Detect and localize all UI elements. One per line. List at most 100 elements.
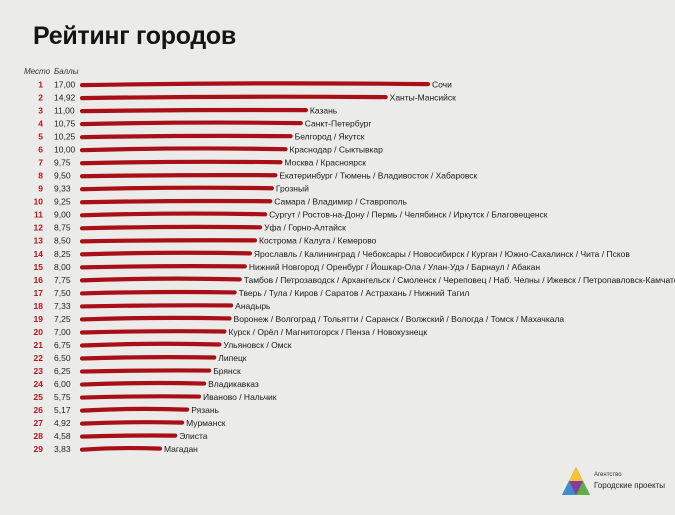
score-bar [79, 394, 202, 400]
cities-label: Тверь / Тула / Киров / Саратов / Астраха… [239, 288, 470, 298]
rank-label: 28 [34, 431, 44, 441]
score-bar [79, 185, 274, 192]
cities-label: Элиста [179, 431, 208, 441]
score-label: 6,75 [54, 340, 71, 350]
cities-label: Курск / Орёл / Магнитогорск / Пенза / Но… [228, 327, 427, 337]
rank-label: 2 [38, 93, 43, 103]
cities-label: Кострома / Калуга / Кемерово [259, 236, 377, 246]
page-title: Рейтинг городов [33, 22, 236, 50]
score-label: 6,50 [54, 353, 71, 363]
cities-label: Брянск [213, 366, 241, 376]
score-label: 8,75 [54, 223, 71, 233]
chart-row: 16 7,75 Тамбов / Петрозаводск / Архангельс… [34, 275, 675, 285]
cities-label: Нижний Новгород / Оренбург / Йошкар-Ола … [249, 261, 541, 272]
score-bar [79, 354, 217, 361]
cities-label: Иваново / Нальчик [203, 392, 277, 402]
chart-row: 24 6,00 Владикавказ [34, 379, 259, 389]
rank-header: Место [24, 67, 51, 76]
rank-label: 6 [38, 145, 43, 155]
chart-row: 1 17,00 Сочи [38, 80, 452, 90]
score-label: 7,25 [54, 314, 71, 324]
score-bar [79, 445, 163, 452]
score-bar [79, 341, 222, 348]
score-bar [79, 224, 263, 231]
score-bar [79, 94, 388, 101]
logo-line1: Агентство [594, 472, 622, 478]
rank-label: 12 [34, 223, 44, 233]
chart-row: 19 7,25 Воронеж / Волгоград / Тольятти / С… [34, 314, 565, 324]
rank-label: 1 [38, 80, 43, 90]
rank-label: 15 [34, 262, 44, 272]
cities-label: Ярославль / Калининград / Чебоксары / Но… [254, 249, 630, 259]
score-label: 9,00 [54, 210, 71, 220]
score-label: 8,00 [54, 262, 71, 272]
chart-row: 9 9,33 Грозный [38, 184, 309, 194]
chart-row: 23 6,25 Брянск [34, 366, 241, 376]
cities-label: Грозный [276, 184, 309, 194]
cities-label: Ханты-Мансийск [390, 93, 457, 103]
chart-row: 11 9,00 Сургут / Ростов-на-Дону / Пермь / … [34, 210, 548, 220]
score-bar [79, 406, 190, 413]
chart-row: 27 4,92 Мурманск [34, 418, 226, 428]
score-label: 10,25 [54, 132, 76, 142]
score-label: 7,00 [54, 327, 71, 337]
rank-label: 19 [34, 314, 44, 324]
score-bar [79, 173, 278, 179]
chart-row: 13 8,50 Кострома / Калуга / Кемерово [34, 236, 377, 246]
cities-label: Санкт-Петербург [305, 119, 372, 129]
rank-label: 22 [34, 353, 44, 363]
chart-row: 5 10,25 Белгород / Якутск [38, 132, 365, 142]
chart-row: 26 5,17 Рязань [34, 405, 220, 415]
score-bar [79, 380, 207, 387]
score-label: 5,17 [54, 405, 71, 415]
score-label: 9,50 [54, 171, 71, 181]
score-label: 6,00 [54, 379, 71, 389]
score-bar [79, 81, 431, 88]
score-label: 7,75 [54, 275, 71, 285]
chart-row: 18 7,33 Анадырь [34, 301, 272, 311]
rank-label: 8 [38, 171, 43, 181]
rank-label: 20 [34, 327, 44, 337]
chart-row: 20 7,00 Курск / Орёл / Магнитогорск / Пенз… [34, 327, 428, 337]
chart-row: 8 9,50 Екатеринбург / Тюмень / Владивосток… [38, 171, 477, 181]
rank-label: 25 [34, 392, 44, 402]
cities-label: Екатеринбург / Тюмень / Владивосток / Ха… [279, 171, 477, 181]
score-bar [79, 420, 185, 426]
chart-row: 14 8,25 Ярославль / Калининград / Чебоксар… [34, 249, 631, 259]
rank-label: 23 [34, 366, 44, 376]
logo-line2: Городские проекты [594, 481, 665, 490]
score-label: 5,75 [54, 392, 71, 402]
triangle-logo-icon [562, 467, 590, 495]
score-label: 9,33 [54, 184, 71, 194]
chart-row: 17 7,50 Тверь / Тула / Киров / Саратов / А… [34, 288, 470, 298]
score-bar [79, 120, 303, 127]
score-label: 9,25 [54, 197, 71, 207]
score-bar [79, 250, 253, 257]
rank-label: 16 [34, 275, 44, 285]
rank-label: 3 [38, 106, 43, 116]
score-bar [79, 368, 212, 374]
cities-label: Краснодар / Сыктывкар [290, 145, 384, 155]
score-header: Баллы [54, 67, 79, 76]
chart-row: 4 10,75 Санкт-Петербург [38, 119, 371, 129]
cities-label: Магадан [164, 444, 198, 454]
rank-label: 14 [34, 249, 44, 259]
chart-row: 25 5,75 Иваново / Нальчик [34, 392, 277, 402]
score-label: 10,00 [54, 145, 76, 155]
score-label: 8,50 [54, 236, 71, 246]
score-label: 3,83 [54, 444, 71, 454]
cities-label: Рязань [191, 405, 219, 415]
cities-label: Казань [310, 106, 338, 116]
rank-label: 7 [38, 158, 43, 168]
cities-label: Анадырь [235, 301, 271, 311]
score-label: 11,00 [54, 106, 75, 116]
score-label: 4,58 [54, 431, 71, 441]
chart-row: 7 9,75 Москва / Красноярск [38, 158, 366, 168]
score-bar [79, 433, 178, 439]
cities-label: Москва / Красноярск [284, 158, 366, 168]
score-label: 7,50 [54, 288, 71, 298]
chart-row: 29 3,83 Магадан [34, 444, 199, 454]
cities-label: Белгород / Якутск [295, 132, 365, 142]
score-label: 9,75 [54, 158, 71, 168]
